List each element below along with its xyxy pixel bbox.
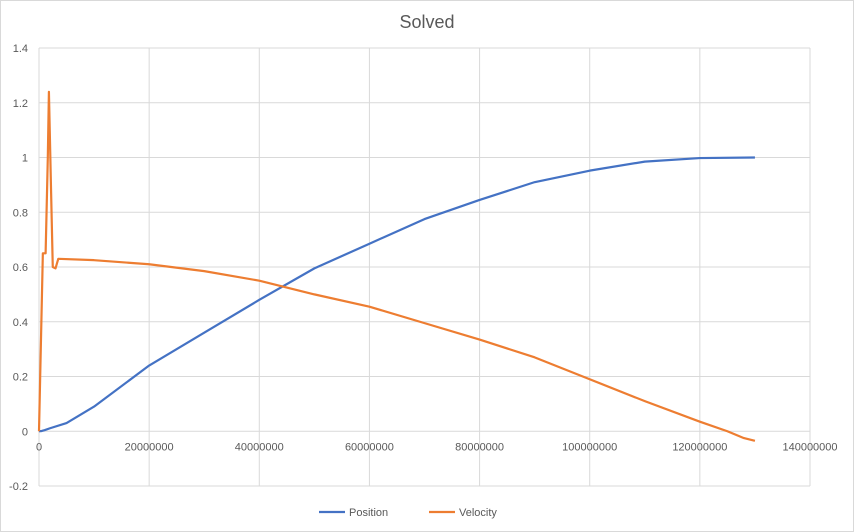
x-tick-label: 80000000	[455, 441, 504, 453]
chart-title: Solved	[399, 12, 454, 32]
x-tick-label: 20000000	[125, 441, 174, 453]
y-tick-label: 0.8	[13, 207, 28, 219]
y-tick-label: 0.2	[13, 372, 28, 384]
series-layer	[37, 90, 756, 442]
x-tick-label: 60000000	[345, 441, 394, 453]
grid-layer	[38, 47, 811, 487]
y-tick-label: 1	[22, 153, 28, 165]
axis-labels: -0.2 0 0.2 0.4 0.6 0.8 1 1.2 1.4 0 20000000 4000000…	[9, 43, 838, 493]
y-tick-label: 0	[22, 426, 28, 438]
series-line-position	[38, 156, 755, 433]
legend: Position Velocity	[319, 507, 497, 519]
y-tick-label: 1.4	[13, 43, 28, 55]
series-line-velocity	[37, 90, 756, 442]
x-tick-label: 140000000	[782, 441, 837, 453]
y-tick-label: 1.2	[13, 98, 28, 110]
legend-label-position: Position	[349, 507, 388, 519]
y-tick-label: -0.2	[9, 481, 28, 493]
x-tick-label: 40000000	[235, 441, 284, 453]
x-tick-label: 120000000	[672, 441, 727, 453]
y-tick-label: 0.6	[13, 262, 28, 274]
x-tick-label: 100000000	[562, 441, 617, 453]
legend-label-velocity: Velocity	[459, 507, 497, 519]
x-tick-label: 0	[36, 441, 42, 453]
y-tick-label: 0.4	[13, 317, 28, 329]
